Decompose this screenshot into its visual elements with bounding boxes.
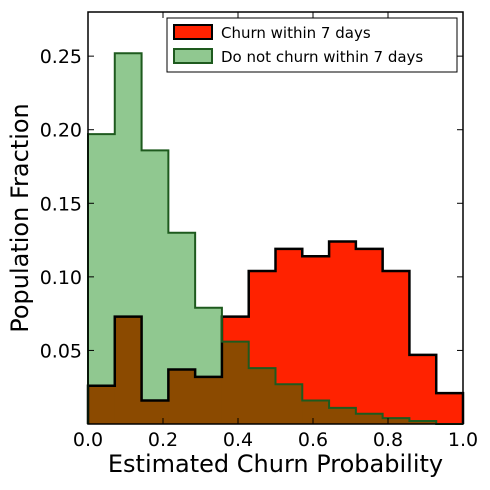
overlap-bar-0 bbox=[88, 385, 116, 424]
y-tick-label-3: 0.20 bbox=[40, 120, 82, 142]
no-churn-bar-1 bbox=[114, 53, 142, 317]
y-axis-label: Population Fraction bbox=[6, 103, 34, 333]
no-churn-bar-4 bbox=[195, 307, 223, 377]
no-churn-outline bbox=[87, 52, 463, 425]
no-churn-bar-3 bbox=[168, 232, 196, 370]
no-churn-bar-0 bbox=[88, 134, 116, 386]
y-tick-label-4: 0.25 bbox=[40, 46, 82, 68]
histogram-outlines bbox=[86, 52, 465, 425]
overlap-bar-7 bbox=[275, 384, 303, 424]
churn-bar-13 bbox=[436, 393, 464, 424]
legend-label-churn: Churn within 7 days bbox=[221, 24, 371, 42]
overlap-bar-8 bbox=[302, 400, 330, 424]
x-tick-label-0: 0.0 bbox=[73, 429, 103, 451]
overlap-bar-5 bbox=[221, 341, 250, 424]
x-axis-label: Estimated Churn Probability bbox=[108, 450, 443, 478]
overlap-bar-12 bbox=[409, 421, 437, 424]
overlap-bar-1 bbox=[114, 316, 142, 424]
legend: Churn within 7 days Do not churn within … bbox=[166, 17, 458, 73]
overlap-bar-3 bbox=[168, 369, 196, 424]
overlap-bar-4 bbox=[195, 376, 223, 424]
axis-ticks: 0.0 0.2 0.4 0.6 0.8 1.0 0.05 0.10 0.15 0.20 0.25 bbox=[40, 12, 478, 451]
churn-bar-8 bbox=[302, 256, 330, 401]
churn-outline bbox=[86, 240, 465, 424]
churn-bar-12 bbox=[409, 354, 437, 422]
overlap-bar-6 bbox=[248, 368, 276, 424]
legend-box bbox=[166, 17, 458, 73]
x-tick-label-1: 0.2 bbox=[148, 429, 178, 451]
overlap-bar-11 bbox=[382, 418, 410, 424]
churn-bar-7 bbox=[275, 248, 303, 385]
legend-swatch-no-churn bbox=[173, 48, 213, 64]
x-tick-label-5: 1.0 bbox=[448, 429, 478, 451]
overlap-bar-9 bbox=[329, 407, 357, 424]
x-tick-label-3: 0.6 bbox=[298, 429, 328, 451]
overlap-bar-2 bbox=[141, 400, 169, 424]
x-tick-label-4: 0.8 bbox=[373, 429, 403, 451]
y-tick-label-2: 0.15 bbox=[40, 193, 82, 215]
no-churn-bar-2 bbox=[141, 150, 169, 401]
churn-bar-5 bbox=[221, 316, 250, 342]
y-tick-label-0: 0.05 bbox=[40, 340, 82, 362]
legend-swatch-churn bbox=[173, 24, 213, 40]
y-tick-label-1: 0.10 bbox=[40, 267, 82, 289]
legend-label-no-churn: Do not churn within 7 days bbox=[221, 48, 423, 66]
histogram-bars bbox=[88, 53, 464, 424]
x-tick-label-2: 0.4 bbox=[223, 429, 253, 451]
churn-bar-6 bbox=[248, 270, 276, 369]
churn-bar-9 bbox=[329, 241, 357, 408]
overlap-bar-10 bbox=[355, 413, 384, 424]
churn-bar-10 bbox=[355, 248, 384, 414]
plot-frame bbox=[87, 11, 464, 425]
churn-bar-11 bbox=[382, 270, 410, 419]
